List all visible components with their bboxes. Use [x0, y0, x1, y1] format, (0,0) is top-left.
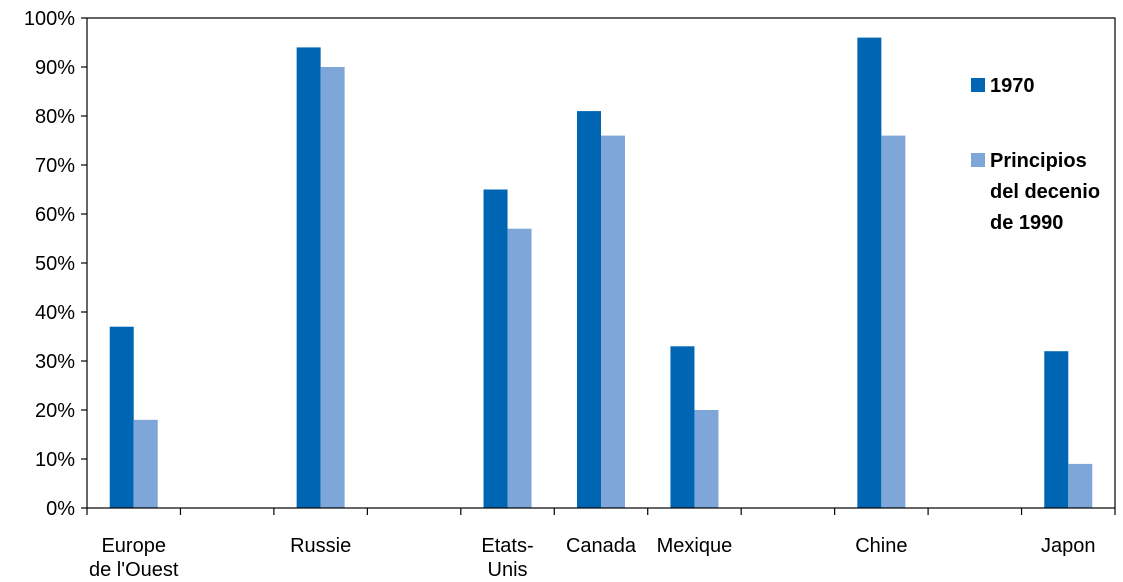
y-tick-label: 60%	[35, 204, 75, 226]
legend-swatch-2	[971, 153, 985, 167]
x-category-label-line: de l'Ouest	[89, 559, 179, 581]
legend-label-line: Principios	[990, 150, 1087, 172]
x-category-label-line: Japon	[1041, 535, 1096, 557]
legend-label-line: del decenio	[990, 181, 1100, 203]
y-tick-label: 100%	[24, 8, 75, 30]
y-tick-label: 30%	[35, 351, 75, 373]
x-category-label-line: Europe	[101, 535, 166, 557]
x-category-label-line: Unis	[488, 559, 528, 581]
x-category-label: Chine	[855, 535, 907, 557]
bar-series1-4	[670, 346, 695, 508]
x-category-label-line: Chine	[855, 535, 907, 557]
bar-series1-6	[1044, 351, 1069, 508]
bar-series1-3	[577, 111, 601, 508]
bar-series1-2	[483, 189, 508, 508]
bar-series2-0	[133, 419, 158, 508]
legend-swatch-1	[971, 78, 985, 92]
y-tick-label: 70%	[35, 155, 75, 177]
x-category-label-line: Etats-	[481, 535, 533, 557]
y-tick-label: 90%	[35, 57, 75, 79]
bar-series2-6	[1068, 463, 1093, 508]
bar-series2-2	[507, 228, 532, 508]
x-category-label: Canada	[566, 535, 637, 557]
legend: 1970 Principios del decenio de 1990	[971, 75, 1100, 234]
x-category-label-line: Russie	[290, 535, 351, 557]
legend-label-2: Principios del decenio de 1990	[990, 150, 1100, 234]
legend-label-line: de 1990	[990, 212, 1063, 234]
y-tick-label: 10%	[35, 449, 75, 471]
y-tick-label: 80%	[35, 106, 75, 128]
x-category-label: Russie	[290, 535, 351, 557]
bars-group	[109, 37, 1093, 509]
bar-series2-1	[320, 67, 345, 508]
bar-series1-0	[109, 326, 134, 508]
y-tick-label: 0%	[46, 498, 75, 520]
axes-group	[81, 17, 1116, 515]
x-category-label: Etats-Unis	[481, 535, 533, 581]
x-category-label: Mexique	[657, 535, 733, 557]
y-tick-label: 20%	[35, 400, 75, 422]
y-tick-label: 50%	[35, 253, 75, 275]
bar-series1-5	[857, 37, 882, 508]
y-tick-label: 40%	[35, 302, 75, 324]
bar-series2-5	[881, 135, 906, 508]
x-category-label-line: Canada	[566, 535, 637, 557]
x-category-labels: Europe de l'Ouest Russie Etats-Unis Canada Me…	[89, 535, 1096, 581]
x-category-label: Japon	[1041, 535, 1096, 557]
legend-label-line: 1970	[990, 75, 1035, 97]
x-category-label: Europe de l'Ouest	[89, 535, 179, 581]
legend-label-1: 1970	[990, 75, 1035, 97]
bar-series1-1	[296, 47, 321, 509]
bar-series2-4	[694, 410, 719, 508]
bar-series2-3	[601, 135, 625, 508]
x-category-label-line: Mexique	[657, 535, 733, 557]
y-tick-labels: 0% 10% 20% 30% 40% 50% 60% 70% 80% 90% 100%	[24, 8, 75, 520]
